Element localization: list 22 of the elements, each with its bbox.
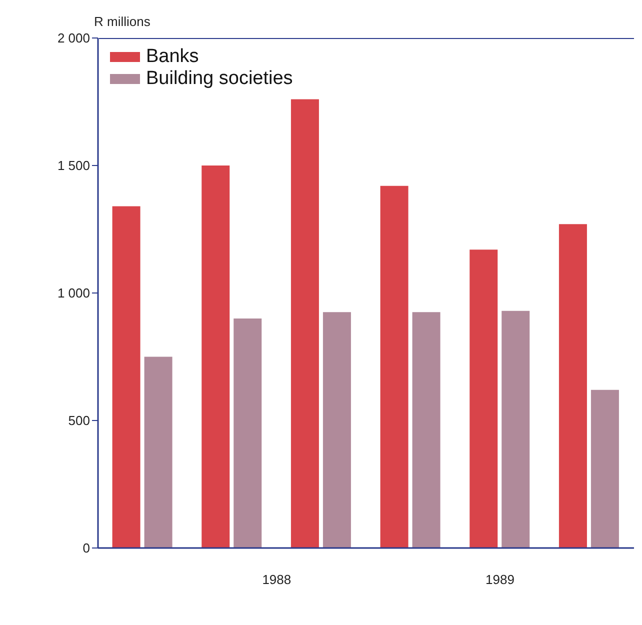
- bar: [144, 356, 172, 548]
- bar: [470, 250, 498, 548]
- legend-label: Building societies: [146, 68, 293, 90]
- bar: [502, 310, 530, 548]
- y-tick-label: 0: [82, 540, 90, 556]
- y-axis-title: R millions: [94, 14, 150, 29]
- bar: [290, 99, 319, 548]
- legend-label: Banks: [146, 46, 199, 68]
- text: 1988: [262, 572, 292, 587]
- text: 1989: [486, 572, 514, 587]
- y-tick-label: 500: [68, 413, 90, 428]
- bar: [380, 186, 408, 548]
- bar: [558, 224, 587, 548]
- y-tick-label: 1 000: [57, 286, 90, 301]
- y-tick-label: 1 500: [57, 158, 90, 174]
- bar: [234, 318, 262, 548]
- bar: [322, 312, 351, 548]
- bar: [112, 206, 140, 548]
- bar: [590, 390, 619, 548]
- y-tick-label: 2 000: [57, 30, 90, 46]
- bar: [202, 166, 230, 548]
- bar: [412, 312, 440, 548]
